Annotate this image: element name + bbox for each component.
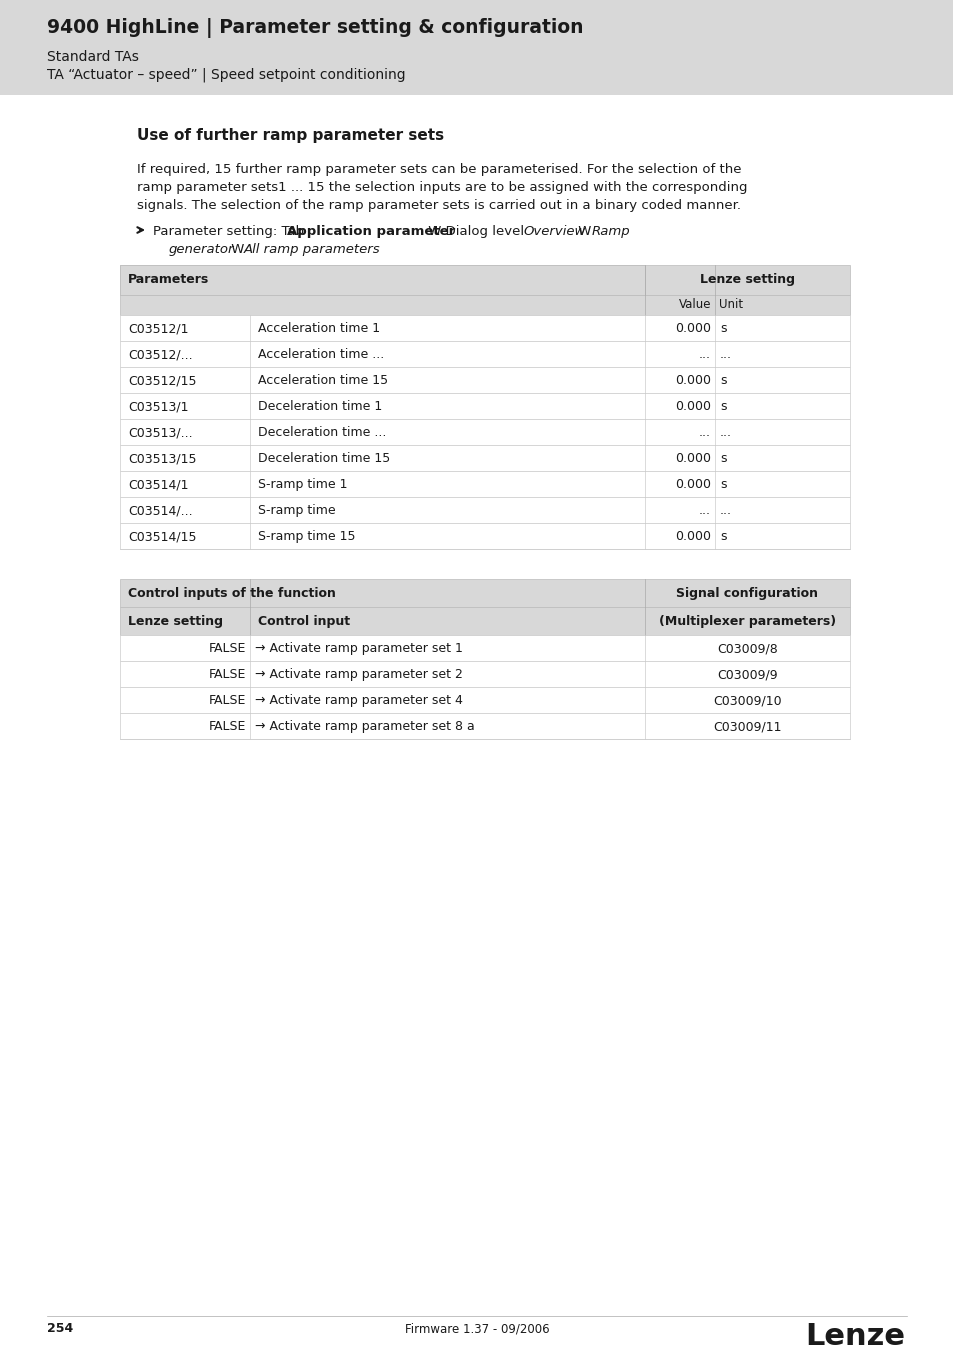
Text: Parameter setting: Tab: Parameter setting: Tab xyxy=(152,225,304,238)
Text: Overview: Overview xyxy=(522,225,585,238)
Text: Application parameter: Application parameter xyxy=(287,225,455,238)
Text: C03513/1: C03513/1 xyxy=(128,400,189,413)
Bar xyxy=(120,315,849,342)
Bar xyxy=(120,418,849,446)
Text: Lenze setting: Lenze setting xyxy=(128,616,223,628)
Text: C03512/...: C03512/... xyxy=(128,348,193,360)
Bar xyxy=(120,265,644,296)
Text: Control input: Control input xyxy=(257,616,350,628)
Text: W: W xyxy=(227,243,249,256)
Text: FALSE: FALSE xyxy=(209,643,246,655)
Text: → Activate ramp parameter set 2: → Activate ramp parameter set 2 xyxy=(254,668,462,680)
Text: C03513/...: C03513/... xyxy=(128,427,193,439)
Bar xyxy=(120,634,849,662)
Text: 254: 254 xyxy=(47,1322,73,1335)
Bar xyxy=(120,265,849,296)
Text: Acceleration time ...: Acceleration time ... xyxy=(257,348,384,360)
Bar xyxy=(120,579,849,608)
Text: Parameters: Parameters xyxy=(128,273,209,286)
Text: s: s xyxy=(720,531,726,543)
Text: TA “Actuator – speed” | Speed setpoint conditioning: TA “Actuator – speed” | Speed setpoint c… xyxy=(47,68,405,81)
Bar xyxy=(120,342,849,367)
Text: Lenze: Lenze xyxy=(804,1322,904,1350)
Text: Ramp: Ramp xyxy=(592,225,630,238)
Text: 0.000: 0.000 xyxy=(675,323,710,335)
Bar xyxy=(120,471,849,497)
Text: signals. The selection of the ramp parameter sets is carried out in a binary cod: signals. The selection of the ramp param… xyxy=(137,198,740,212)
Bar xyxy=(120,367,849,393)
Text: S-ramp time 15: S-ramp time 15 xyxy=(257,531,355,543)
Text: Use of further ramp parameter sets: Use of further ramp parameter sets xyxy=(137,128,444,143)
Text: (Multiplexer parameters): (Multiplexer parameters) xyxy=(659,616,835,628)
Text: ...: ... xyxy=(699,427,710,439)
Text: All ramp parameters: All ramp parameters xyxy=(244,243,380,256)
Bar xyxy=(120,687,849,713)
Bar xyxy=(120,522,849,549)
Text: ...: ... xyxy=(699,348,710,360)
Text: C03009/10: C03009/10 xyxy=(713,694,781,707)
Text: 0.000: 0.000 xyxy=(675,531,710,543)
Text: 0.000: 0.000 xyxy=(675,400,710,413)
Text: ramp parameter sets1 ... 15 the selection inputs are to be assigned with the cor: ramp parameter sets1 ... 15 the selectio… xyxy=(137,181,747,194)
Bar xyxy=(120,446,849,471)
Text: 0.000: 0.000 xyxy=(675,478,710,491)
Bar xyxy=(120,296,849,315)
Text: 0.000: 0.000 xyxy=(675,452,710,464)
Text: Deceleration time 15: Deceleration time 15 xyxy=(257,452,390,464)
Text: 0.000: 0.000 xyxy=(675,374,710,387)
Text: C03512/15: C03512/15 xyxy=(128,374,196,387)
Text: If required, 15 further ramp parameter sets can be parameterised. For the select: If required, 15 further ramp parameter s… xyxy=(137,163,740,176)
Text: C03513/15: C03513/15 xyxy=(128,452,196,464)
Text: C03514/...: C03514/... xyxy=(128,504,193,517)
Text: C03512/1: C03512/1 xyxy=(128,323,189,335)
Text: ...: ... xyxy=(699,504,710,517)
Text: ...: ... xyxy=(720,427,731,439)
Text: Acceleration time 15: Acceleration time 15 xyxy=(257,374,388,387)
Text: Acceleration time 1: Acceleration time 1 xyxy=(257,323,379,335)
Text: C03009/11: C03009/11 xyxy=(713,720,781,733)
Text: s: s xyxy=(720,478,726,491)
Text: s: s xyxy=(720,374,726,387)
Text: Lenze setting: Lenze setting xyxy=(700,273,794,286)
Text: Deceleration time ...: Deceleration time ... xyxy=(257,427,386,439)
Text: s: s xyxy=(720,323,726,335)
Text: C03514/15: C03514/15 xyxy=(128,531,196,543)
Text: Firmware 1.37 - 09/2006: Firmware 1.37 - 09/2006 xyxy=(404,1322,549,1335)
Bar xyxy=(120,608,849,634)
Text: Value: Value xyxy=(678,298,710,311)
Bar xyxy=(0,0,953,95)
Bar xyxy=(120,393,849,418)
Text: → Activate ramp parameter set 1: → Activate ramp parameter set 1 xyxy=(254,643,462,655)
Text: Standard TAs: Standard TAs xyxy=(47,50,139,63)
Text: C03009/8: C03009/8 xyxy=(717,643,777,655)
Text: W: W xyxy=(574,225,595,238)
Text: Control inputs of the function: Control inputs of the function xyxy=(128,587,335,599)
Text: FALSE: FALSE xyxy=(209,668,246,680)
Text: W Dialog level: W Dialog level xyxy=(423,225,528,238)
Bar xyxy=(120,497,849,522)
Text: → Activate ramp parameter set 4: → Activate ramp parameter set 4 xyxy=(254,694,462,707)
Text: → Activate ramp parameter set 8 a: → Activate ramp parameter set 8 a xyxy=(254,720,475,733)
Text: Deceleration time 1: Deceleration time 1 xyxy=(257,400,382,413)
Text: S-ramp time: S-ramp time xyxy=(257,504,335,517)
Text: C03009/9: C03009/9 xyxy=(717,668,777,680)
Text: C03514/1: C03514/1 xyxy=(128,478,189,491)
Bar xyxy=(120,662,849,687)
Text: FALSE: FALSE xyxy=(209,720,246,733)
Bar xyxy=(120,713,849,738)
Text: 9400 HighLine | Parameter setting & configuration: 9400 HighLine | Parameter setting & conf… xyxy=(47,18,583,38)
Text: S-ramp time 1: S-ramp time 1 xyxy=(257,478,347,491)
Text: s: s xyxy=(720,400,726,413)
Text: FALSE: FALSE xyxy=(209,694,246,707)
Text: generator: generator xyxy=(169,243,234,256)
Text: Signal configuration: Signal configuration xyxy=(676,587,818,599)
Text: ...: ... xyxy=(720,348,731,360)
Text: Unit: Unit xyxy=(719,298,742,311)
Text: ...: ... xyxy=(720,504,731,517)
Text: s: s xyxy=(720,452,726,464)
